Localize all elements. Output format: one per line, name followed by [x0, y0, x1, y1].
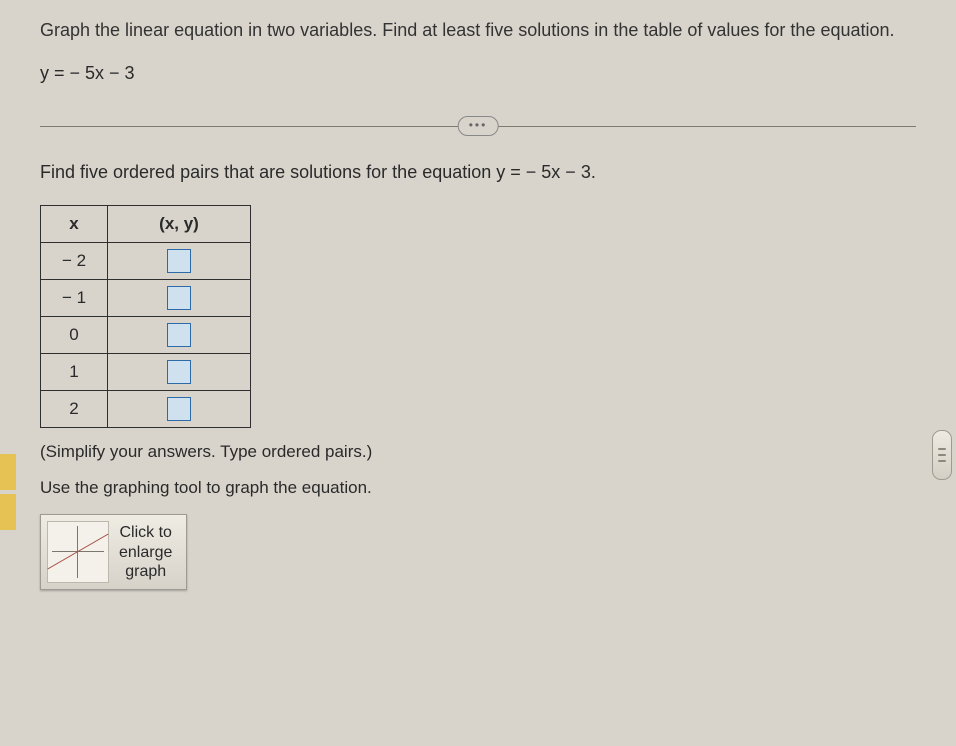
graph-note: Use the graphing tool to graph the equat…	[40, 478, 916, 498]
answer-input[interactable]	[167, 360, 191, 384]
answer-input[interactable]	[167, 323, 191, 347]
table-row: − 2	[41, 243, 251, 280]
answer-input[interactable]	[167, 286, 191, 310]
yellow-tab	[0, 454, 16, 490]
enlarge-graph-button[interactable]: Click to enlarge graph	[40, 514, 187, 590]
sub-instruction: Find five ordered pairs that are solutio…	[40, 162, 916, 183]
graph-button-label: Click to enlarge graph	[119, 523, 172, 581]
x-cell: − 2	[41, 243, 108, 280]
table-row: 1	[41, 354, 251, 391]
table-header-xy: (x, y)	[108, 206, 251, 243]
answer-input[interactable]	[167, 397, 191, 421]
x-cell: − 1	[41, 280, 108, 317]
expand-pill[interactable]: •••	[458, 116, 499, 136]
x-cell: 2	[41, 391, 108, 428]
table-row: 2	[41, 391, 251, 428]
table-row: 0	[41, 317, 251, 354]
values-table: x (x, y) − 2 − 1 0 1 2	[40, 205, 251, 428]
graph-thumb-icon	[47, 521, 109, 583]
simplify-note: (Simplify your answers. Type ordered pai…	[40, 442, 916, 462]
x-cell: 1	[41, 354, 108, 391]
side-handle[interactable]	[932, 430, 952, 480]
problem-instruction: Graph the linear equation in two variabl…	[40, 18, 916, 43]
table-row: − 1	[41, 280, 251, 317]
table-header-x: x	[41, 206, 108, 243]
equation-text: y = − 5x − 3	[40, 63, 916, 84]
x-cell: 0	[41, 317, 108, 354]
answer-input[interactable]	[167, 249, 191, 273]
yellow-tab	[0, 494, 16, 530]
